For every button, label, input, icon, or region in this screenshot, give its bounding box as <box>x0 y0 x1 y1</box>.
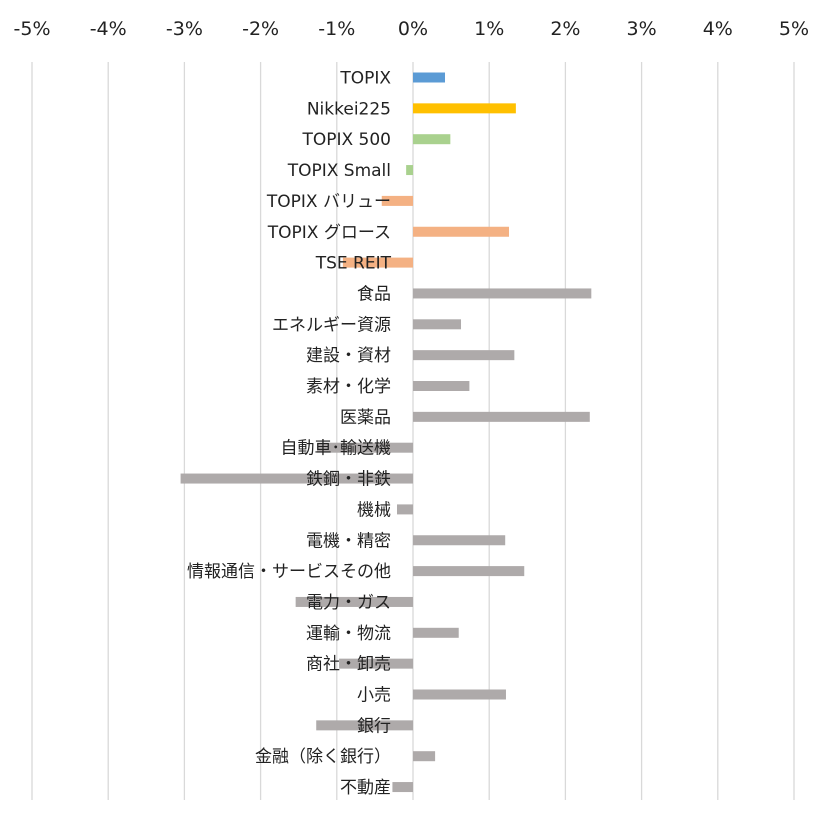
category-label: TOPIX グロース <box>267 223 391 243</box>
category-label: 運輸・物流 <box>306 624 391 644</box>
bar <box>413 72 446 83</box>
bar <box>413 411 590 422</box>
x-axis-tick-labels: -5% -4% -3% -2% -1% 0% 1% 2% 3% 4% 5% <box>14 18 810 40</box>
bar <box>396 504 413 515</box>
bars <box>180 72 592 793</box>
x-tick-label: 2% <box>550 18 580 40</box>
bar <box>180 473 413 484</box>
category-label: TOPIX バリュー <box>266 192 391 212</box>
category-label: 機械 <box>357 500 391 520</box>
x-tick-label: -2% <box>242 18 279 40</box>
bar <box>339 658 413 669</box>
category-label: 不動産 <box>340 778 391 798</box>
category-label: 電力・ガス <box>306 593 391 613</box>
x-tick-label: 5% <box>779 18 809 40</box>
category-label: 医薬品 <box>340 408 391 428</box>
category-label: 素材・化学 <box>306 377 391 397</box>
category-label: 情報通信・サービスその他 <box>187 562 391 582</box>
x-tick-label: -4% <box>90 18 127 40</box>
bar <box>406 165 413 176</box>
category-label: 小売 <box>357 686 391 706</box>
category-label: 鉄鋼・非鉄 <box>306 470 391 490</box>
x-tick-label: -1% <box>318 18 355 40</box>
x-tick-label: 0% <box>398 18 428 40</box>
bar <box>342 257 413 268</box>
category-label: TOPIX 500 <box>301 130 391 150</box>
bar <box>413 627 459 638</box>
category-label: 自動車･輸送機 <box>281 439 392 459</box>
bar <box>413 350 515 361</box>
bar <box>413 134 451 145</box>
gridlines <box>31 62 795 800</box>
bar <box>413 288 592 299</box>
x-tick-label: 4% <box>703 18 733 40</box>
bar <box>413 751 436 762</box>
category-label: Nikkei225 <box>307 99 391 119</box>
bar <box>413 566 525 577</box>
x-tick-label: 3% <box>627 18 657 40</box>
x-tick-label: -3% <box>166 18 203 40</box>
bar <box>316 720 413 731</box>
bar <box>413 535 506 546</box>
category-label: TSE REIT <box>315 254 392 274</box>
category-label: 食品 <box>357 284 391 304</box>
bar <box>413 319 462 330</box>
bar <box>295 596 413 607</box>
x-tick-label: 1% <box>474 18 504 40</box>
bar <box>413 689 506 700</box>
x-tick-label: -5% <box>14 18 51 40</box>
category-label: 金融（除く銀行） <box>255 747 391 767</box>
category-label: TOPIX Small <box>287 161 391 181</box>
category-label: エネルギー資源 <box>272 315 391 335</box>
bar <box>413 226 510 237</box>
category-label: 建設・資材 <box>306 346 391 366</box>
category-labels: TOPIX Nikkei225 TOPIX 500 TOPIX Small TOPIX … <box>187 69 392 799</box>
bar <box>381 195 413 206</box>
category-label: 銀行 <box>357 716 391 736</box>
bar <box>413 103 516 114</box>
category-label: 商社・卸売 <box>306 655 391 675</box>
bar <box>316 442 413 453</box>
bar <box>413 381 470 391</box>
category-label: TOPIX <box>339 69 391 89</box>
category-label: 電機・精密 <box>306 531 391 551</box>
bar <box>392 782 413 793</box>
